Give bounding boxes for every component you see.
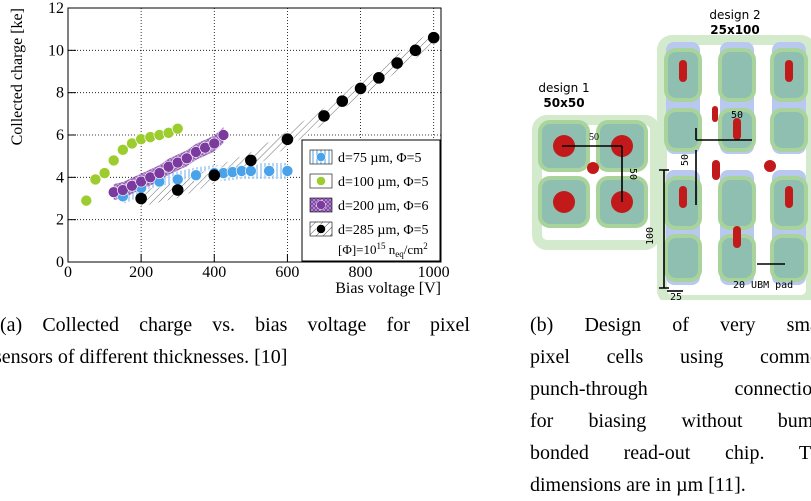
annotation-part: [Φ]=10 — [338, 242, 377, 257]
annotation: [Φ]=1015 neq/cm2 — [338, 241, 428, 259]
data-point — [190, 169, 202, 182]
data-point — [354, 82, 367, 95]
data-point — [318, 110, 330, 122]
dimension: 50 — [731, 110, 743, 121]
data-point — [153, 167, 166, 179]
annotation-part: eq — [395, 249, 404, 259]
caption-line: (b) Design of very small — [530, 314, 811, 336]
caption-line: for biasing without bump- — [530, 410, 811, 432]
dimension-arrows — [562, 128, 785, 292]
caption-a: (a) Collected charge vs. bias voltage fo… — [0, 309, 470, 373]
data-point — [98, 167, 111, 179]
legend-label: d=75 µm, Φ=5 — [338, 151, 421, 166]
annotation-part: n — [386, 242, 396, 257]
x-tick-label: 0 — [64, 264, 72, 281]
dimension: 50 — [627, 168, 638, 180]
legend-marker — [316, 200, 326, 210]
data-point — [409, 44, 422, 57]
data-point — [281, 165, 294, 177]
y-tick-label: 4 — [56, 169, 64, 186]
data-point — [245, 154, 257, 167]
dimension: 50 — [589, 132, 599, 143]
error-band — [141, 29, 434, 207]
data-point — [80, 194, 93, 207]
data-point — [171, 173, 184, 186]
dimension: 20 UBM pad — [733, 280, 793, 291]
data-point — [427, 31, 440, 44]
legend-marker — [316, 224, 326, 234]
data-point — [89, 173, 102, 186]
data-point — [208, 137, 221, 150]
figure: design 1 50x50 design 2 25x100 50 50 50 … — [9, 0, 811, 300]
x-tick-label: 400 — [202, 264, 226, 281]
y-tick-label: 6 — [56, 127, 64, 144]
legend-label: d=285 µm, Φ=5 — [338, 223, 428, 238]
pixel-diagram: design 1 50x50 design 2 25x100 50 50 50 … — [532, 8, 811, 300]
legend-marker — [316, 176, 326, 186]
y-tick-label: 8 — [56, 85, 64, 102]
design-size: 25x100 — [710, 23, 760, 37]
data-point — [245, 165, 257, 177]
x-tick-label: 600 — [275, 264, 299, 281]
data-point — [181, 152, 193, 165]
design-size: 50x50 — [543, 96, 584, 110]
x-tick-label: 1000 — [418, 264, 450, 281]
data-point — [171, 184, 184, 196]
data-point — [263, 165, 275, 177]
data-point — [107, 154, 120, 167]
data-point — [281, 133, 294, 146]
x-tick-label: 200 — [129, 264, 153, 281]
legend-marker — [316, 152, 326, 162]
chart: 0 200 400 600 800 1000 0 2 4 6 8 10 12 Bias voltage [… — [9, 0, 450, 297]
caption-line: pixel cells using common — [530, 346, 811, 368]
y-tick-label: 12 — [48, 0, 64, 17]
data-point — [135, 192, 147, 205]
x-axis-label: Bias voltage [V] — [335, 280, 441, 297]
annotation-part: 15 — [377, 241, 387, 251]
design-label: design 2 — [709, 8, 760, 22]
implants — [538, 48, 808, 282]
design-label: design 1 — [538, 81, 589, 95]
dimension: 25 — [670, 292, 682, 300]
data-point — [217, 129, 230, 141]
legend-label: d=100 µm, Φ=5 — [338, 175, 428, 190]
caption-line: punch-through connections — [530, 378, 811, 400]
y-tick-label: 2 — [56, 212, 64, 229]
data-point — [391, 57, 403, 69]
caption-line: dimensions are in µm [11]. — [530, 474, 746, 496]
x-tick-label: 800 — [349, 264, 373, 281]
data-point — [208, 169, 221, 182]
data-point — [336, 95, 349, 107]
y-tick-label: 0 — [56, 254, 64, 271]
caption-b: (b) Design of very small pixel cells usi… — [530, 309, 811, 501]
dimension: 50 — [680, 154, 691, 166]
y-tick-label: 10 — [48, 42, 64, 59]
caption-line: (a) Collected charge vs. bias voltage fo… — [0, 314, 470, 336]
legend-label: d=200 µm, Φ=6 — [338, 199, 428, 214]
caption-line: sensors of different thicknesses. [10] — [0, 346, 288, 368]
annotation-part: 2 — [423, 241, 428, 251]
data-point — [373, 72, 385, 84]
dimension: 100 — [645, 227, 656, 245]
data-point — [171, 122, 184, 135]
data-point — [117, 144, 129, 156]
caption-line: bonded read-out chip. The — [530, 442, 811, 464]
annotation-part: /cm — [404, 242, 424, 257]
y-axis-label: Collected charge [ke] — [9, 8, 26, 145]
